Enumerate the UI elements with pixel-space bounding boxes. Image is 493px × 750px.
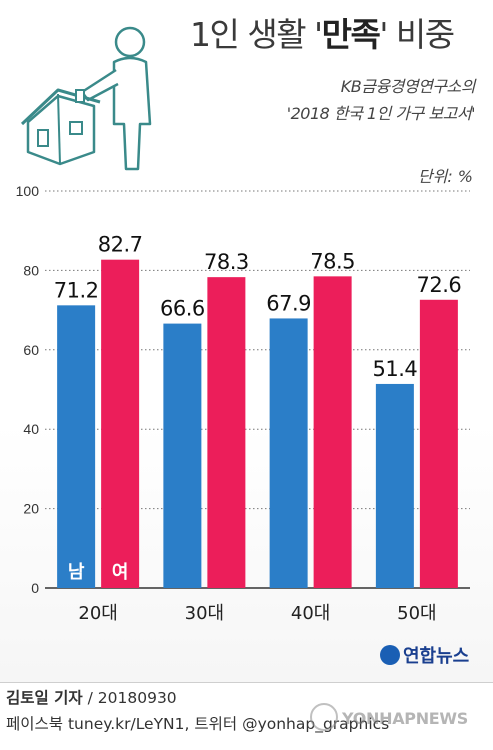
data-label: 82.7 [98,233,143,257]
legend-label: 남 [68,562,85,583]
y-tick-label: 40 [23,421,39,437]
watermark: YONHAPNEWS [310,703,468,731]
bar-여-20대 [101,259,140,588]
bar-여-30대 [207,277,246,588]
data-label: 78.3 [204,250,249,274]
y-tick-label: 100 [16,183,40,199]
data-label: 66.6 [160,297,205,321]
person-with-house-icon [20,26,152,171]
data-label: 78.5 [310,249,355,273]
unit-label: 단위: % [417,167,473,186]
bar-여-50대 [419,299,458,588]
bar-남-40대 [269,318,308,588]
source-line-1: KB금융경영연구소의 [340,77,476,96]
data-label: 67.9 [266,291,311,315]
bar-남-30대 [163,323,202,588]
x-tick-label: 20대 [78,603,117,624]
reporter-name: 김토일 기자 [6,689,83,707]
social-links: 페이스북 tuney.kr/LeYN1, 트위터 @yonhap_graphic… [6,715,390,733]
bar-chart: 0 20 40 60 80 100 71.2 남 82.7 여 20대 66.6 78.3 30대 67.9… [16,183,470,624]
footer-divider [0,682,493,683]
watermark-logo-icon [310,703,338,731]
y-tick-label: 0 [31,580,39,596]
y-tick-label: 20 [23,501,39,517]
x-tick-label: 30대 [185,603,224,624]
x-tick-label: 40대 [291,603,330,624]
yonhap-logo-icon [380,645,400,665]
y-tick-label: 60 [23,342,39,358]
data-label: 71.2 [54,278,99,302]
data-label: 51.4 [372,357,417,381]
bar-여-40대 [313,276,352,588]
legend-label: 여 [112,562,129,583]
source-line-2: '2018 한국 1인 가구 보고서' [286,104,476,123]
data-label: 72.6 [416,273,461,297]
y-tick-label: 80 [23,262,39,278]
bar-남-20대 [57,305,96,588]
bar-남-50대 [375,383,414,588]
byline: 김토일 기자 / 20180930 [6,686,177,708]
publish-date: / 20180930 [82,689,177,707]
x-tick-label: 50대 [397,603,436,624]
page-title: 1인 생활 '만족' 비중 [190,15,455,54]
yonhap-logo: 연합뉴스 [380,642,469,668]
